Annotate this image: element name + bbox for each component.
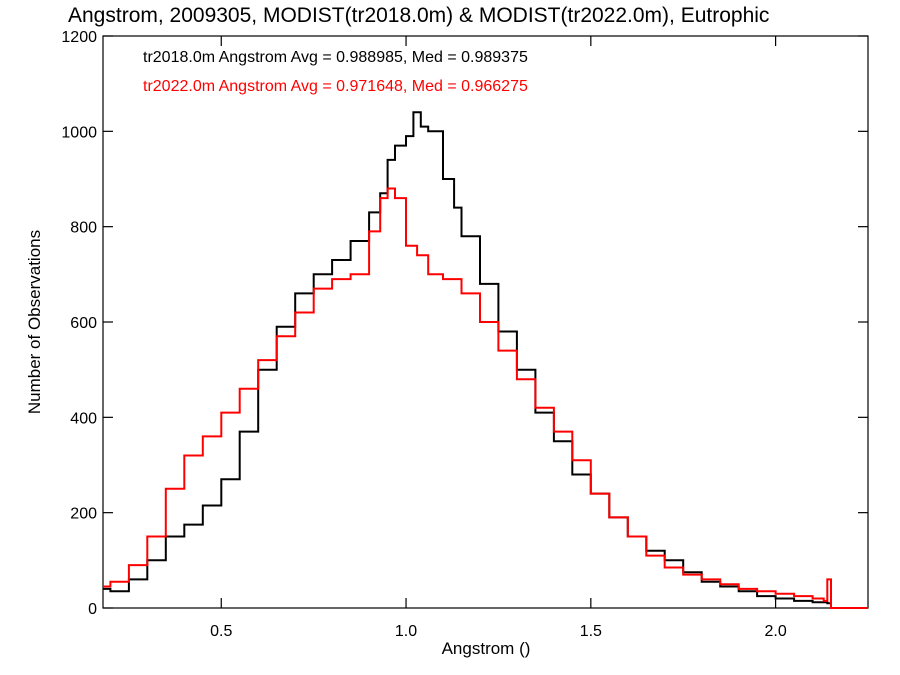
series-line-tr2018: [103, 111, 868, 609]
y-tick-label: 800: [70, 220, 97, 237]
y-tick-label: 200: [70, 506, 97, 523]
y-tick-label: 600: [70, 315, 97, 332]
y-tick-label: 1200: [61, 29, 97, 46]
y-tick-label: 1000: [61, 124, 97, 141]
y-tick-label: 0: [88, 601, 97, 618]
x-tick-label: 2.0: [764, 623, 786, 640]
series-group: [103, 111, 868, 609]
x-tick-label: 0.5: [210, 623, 232, 640]
legend-entry-tr2022: tr2022.0m Angstrom Avg = 0.971648, Med =…: [143, 78, 528, 95]
y-axis-ticks: 0 200 400 600 800 1000 1200: [61, 29, 868, 618]
series-line-tr2022: [103, 187, 868, 609]
y-tick-label: 400: [70, 410, 97, 427]
x-tick-label: 1.0: [395, 623, 417, 640]
chart-title: Angstrom, 2009305, MODIST(tr2018.0m) & M…: [68, 4, 769, 27]
y-axis-label: Number of Observations: [25, 230, 44, 414]
x-axis-ticks: 0.5 1.0 1.5 2.0: [210, 36, 787, 640]
x-axis-label: Angstrom (): [442, 639, 531, 658]
x-tick-label: 1.5: [580, 623, 602, 640]
legend-entry-tr2018: tr2018.0m Angstrom Avg = 0.988985, Med =…: [143, 49, 528, 66]
